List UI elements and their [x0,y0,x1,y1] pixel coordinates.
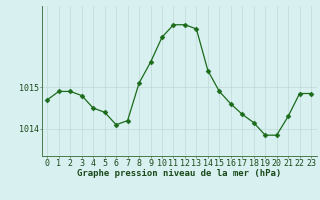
X-axis label: Graphe pression niveau de la mer (hPa): Graphe pression niveau de la mer (hPa) [77,169,281,178]
